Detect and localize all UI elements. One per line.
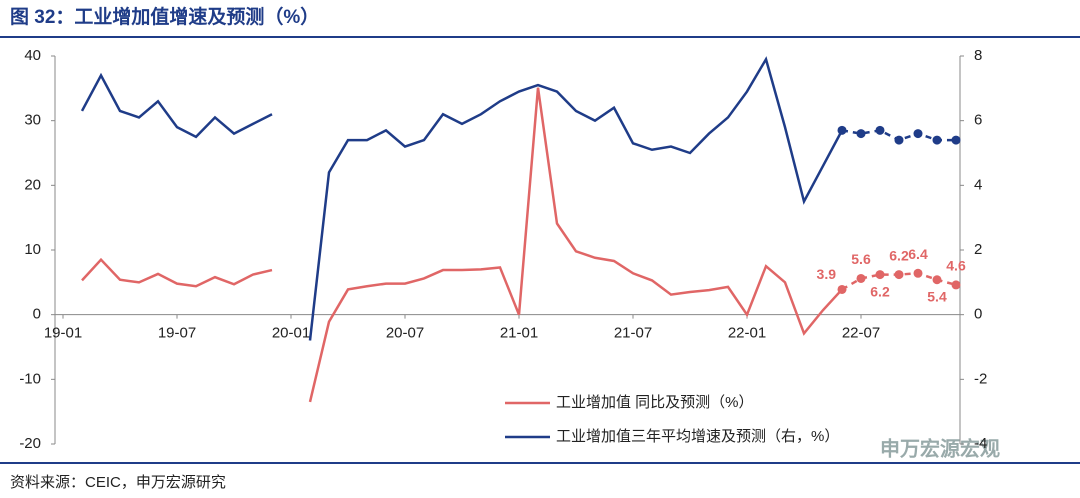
y-tick-label: 40	[24, 47, 41, 64]
series-line	[80, 56, 844, 341]
series-line	[81, 87, 843, 403]
data-label: 3.9	[817, 266, 837, 282]
y-tick-label: -10	[19, 370, 41, 387]
forecast-point	[894, 270, 904, 280]
forecast-point	[932, 275, 942, 285]
forecast-point	[894, 135, 904, 145]
x-tick-label: 22-01	[728, 325, 766, 342]
forecast-point	[856, 273, 866, 283]
x-tick-label: 19-07	[158, 325, 196, 342]
y2-tick-label: 6	[974, 112, 982, 129]
data-label: 6.4	[908, 246, 928, 262]
y2-tick-label: 4	[974, 176, 982, 193]
forecast-point	[951, 280, 961, 290]
chart-title: 图 32：工业增加值增速及预测（%）	[10, 5, 319, 28]
forecast-point	[837, 125, 847, 135]
y-tick-label: -20	[19, 435, 41, 452]
forecast-point	[837, 284, 847, 294]
x-tick-label: 19-01	[44, 325, 82, 342]
x-tick-label: 22-07	[842, 325, 880, 342]
y2-tick-label: -2	[974, 370, 987, 387]
y2-tick-label: 2	[974, 241, 982, 258]
y-tick-label: 20	[24, 176, 41, 193]
forecast-point	[875, 125, 885, 135]
y-tick-label: 0	[33, 306, 41, 323]
data-label: 6.2	[870, 283, 890, 299]
y-tick-label: 10	[24, 241, 41, 258]
x-tick-label: 20-07	[386, 325, 424, 342]
y-tick-label: 30	[24, 112, 41, 129]
legend-label: 工业增加值三年平均增速及预测（右，%）	[556, 428, 839, 445]
forecast-point	[875, 270, 885, 280]
data-label: 6.2	[889, 247, 909, 263]
source: 资料来源：CEIC，申万宏源研究	[10, 474, 226, 491]
x-tick-label: 20-01	[272, 325, 310, 342]
y2-tick-label: 0	[974, 306, 982, 323]
data-label: 4.6	[946, 258, 966, 274]
legend-label: 工业增加值 同比及预测（%）	[556, 394, 754, 411]
y2-tick-label: 8	[974, 47, 982, 64]
forecast-point	[913, 268, 923, 278]
y2-tick-label: -4	[974, 435, 987, 452]
data-label: 5.4	[927, 288, 947, 304]
forecast-point	[932, 135, 942, 145]
forecast-point	[951, 135, 961, 145]
watermark: 申万宏源宏观	[880, 436, 1000, 460]
data-label: 5.6	[851, 251, 871, 267]
forecast-point	[856, 129, 866, 139]
x-tick-label: 21-07	[614, 325, 652, 342]
forecast-point	[913, 129, 923, 139]
x-tick-label: 21-01	[500, 325, 538, 342]
